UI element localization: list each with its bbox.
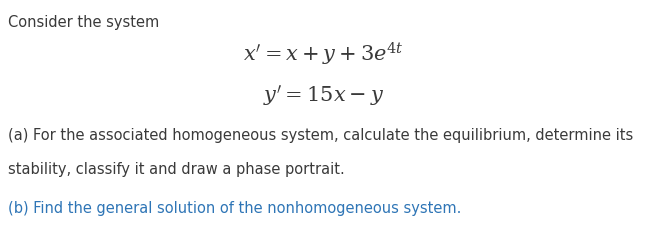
Text: (a) For the associated homogeneous system, calculate the equilibrium, determine : (a) For the associated homogeneous syste… [8, 128, 633, 143]
Text: stability, classify it and draw a phase portrait.: stability, classify it and draw a phase … [8, 162, 344, 177]
Text: $y' = 15x - y$: $y' = 15x - y$ [263, 84, 384, 109]
Text: $x' = x + y + 3e^{4t}$: $x' = x + y + 3e^{4t}$ [243, 41, 404, 68]
Text: (b) Find the general solution of the nonhomogeneous system.: (b) Find the general solution of the non… [8, 201, 461, 216]
Text: Consider the system: Consider the system [8, 15, 159, 30]
